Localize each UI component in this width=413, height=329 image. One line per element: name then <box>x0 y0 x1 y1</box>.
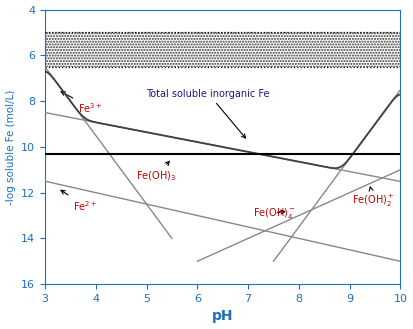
Text: Fe(OH)$_3$: Fe(OH)$_3$ <box>136 161 176 183</box>
Text: Fe$^{2+}$: Fe$^{2+}$ <box>61 190 97 213</box>
Text: Fe(OH)$_4^-$: Fe(OH)$_4^-$ <box>253 206 296 220</box>
Text: Fe$^{3+}$: Fe$^{3+}$ <box>61 91 102 114</box>
Text: Fe(OH)$_2^+$: Fe(OH)$_2^+$ <box>352 187 395 209</box>
Text: Total soluble inorganic Fe: Total soluble inorganic Fe <box>147 89 270 138</box>
Y-axis label: -log soluble Fe (mol/L): -log soluble Fe (mol/L) <box>5 89 16 205</box>
X-axis label: pH: pH <box>212 310 233 323</box>
